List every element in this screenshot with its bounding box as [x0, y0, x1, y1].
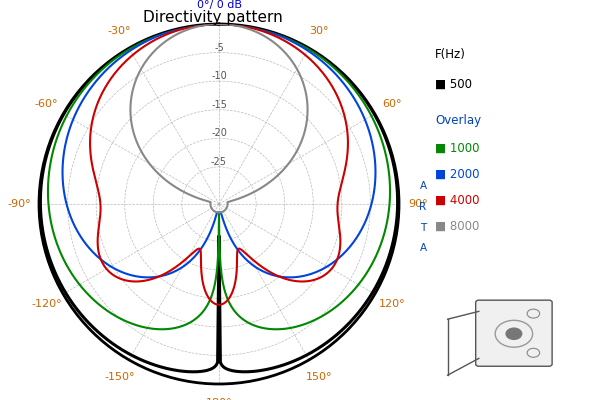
Text: ■ 2000: ■ 2000 [435, 168, 479, 181]
Text: R: R [419, 202, 427, 212]
FancyBboxPatch shape [476, 300, 552, 366]
Text: A: A [419, 181, 427, 191]
Text: ■ 1000: ■ 1000 [435, 142, 479, 155]
Text: Directivity pattern: Directivity pattern [143, 10, 283, 25]
Text: A: A [419, 243, 427, 254]
Text: Overlay: Overlay [435, 114, 481, 127]
Circle shape [506, 328, 521, 339]
Text: F(Hz): F(Hz) [435, 48, 466, 61]
Text: ■ 8000: ■ 8000 [435, 220, 479, 233]
Text: T: T [420, 222, 426, 232]
Text: ■ 4000: ■ 4000 [435, 194, 479, 207]
Text: ■ 500: ■ 500 [435, 78, 472, 91]
